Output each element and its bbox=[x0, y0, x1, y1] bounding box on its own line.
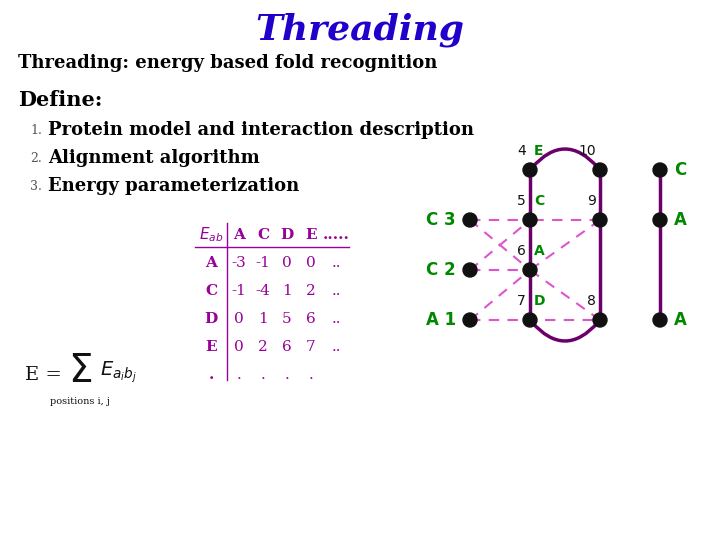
Text: D: D bbox=[534, 294, 546, 308]
Text: A: A bbox=[674, 211, 687, 229]
FancyArrowPatch shape bbox=[532, 149, 598, 168]
Text: 0: 0 bbox=[234, 340, 244, 354]
Text: D: D bbox=[280, 228, 294, 242]
Text: 2: 2 bbox=[306, 284, 316, 298]
Text: 5: 5 bbox=[282, 312, 292, 326]
Text: 4: 4 bbox=[517, 144, 526, 158]
Circle shape bbox=[463, 263, 477, 277]
Text: .: . bbox=[261, 368, 266, 382]
Circle shape bbox=[463, 213, 477, 227]
Text: 2.: 2. bbox=[30, 152, 42, 165]
Text: -1: -1 bbox=[232, 284, 246, 298]
Text: C: C bbox=[534, 194, 544, 208]
Text: C 2: C 2 bbox=[426, 261, 456, 279]
Text: 0: 0 bbox=[282, 256, 292, 270]
Text: E =: E = bbox=[25, 366, 62, 384]
Text: .: . bbox=[237, 368, 241, 382]
Text: 7: 7 bbox=[306, 340, 316, 354]
Text: 7: 7 bbox=[517, 294, 526, 308]
Text: 2: 2 bbox=[258, 340, 268, 354]
Circle shape bbox=[653, 213, 667, 227]
Circle shape bbox=[523, 213, 537, 227]
Circle shape bbox=[593, 163, 607, 177]
Text: Threading: Threading bbox=[256, 13, 464, 47]
Text: 0: 0 bbox=[234, 312, 244, 326]
Text: ..: .. bbox=[331, 340, 341, 354]
FancyArrowPatch shape bbox=[532, 322, 598, 341]
Text: $\Sigma$: $\Sigma$ bbox=[68, 354, 92, 390]
Text: 0: 0 bbox=[306, 256, 316, 270]
Circle shape bbox=[463, 313, 477, 327]
Text: ..: .. bbox=[331, 256, 341, 270]
Text: 10: 10 bbox=[578, 144, 596, 158]
Text: E: E bbox=[534, 144, 544, 158]
Circle shape bbox=[653, 163, 667, 177]
Text: .: . bbox=[208, 368, 214, 382]
Circle shape bbox=[523, 313, 537, 327]
Text: 1.: 1. bbox=[30, 124, 42, 137]
Text: Protein model and interaction description: Protein model and interaction descriptio… bbox=[48, 121, 474, 139]
Text: 1: 1 bbox=[258, 312, 268, 326]
Text: 3.: 3. bbox=[30, 179, 42, 192]
Text: positions i, j: positions i, j bbox=[50, 397, 110, 407]
Text: A 1: A 1 bbox=[426, 311, 456, 329]
Text: 1: 1 bbox=[282, 284, 292, 298]
Text: 6: 6 bbox=[282, 340, 292, 354]
Text: -1: -1 bbox=[256, 256, 271, 270]
Text: ..: .. bbox=[331, 284, 341, 298]
Text: ..: .. bbox=[331, 312, 341, 326]
Circle shape bbox=[593, 313, 607, 327]
Text: Threading: energy based fold recognition: Threading: energy based fold recognition bbox=[18, 54, 437, 72]
Text: A: A bbox=[534, 244, 545, 258]
Text: E: E bbox=[205, 340, 217, 354]
Text: Energy parameterization: Energy parameterization bbox=[48, 177, 300, 195]
Text: $\mathit{E}_{a_i b_j}$: $\mathit{E}_{a_i b_j}$ bbox=[100, 359, 137, 385]
Text: A: A bbox=[205, 256, 217, 270]
Circle shape bbox=[523, 263, 537, 277]
Circle shape bbox=[523, 163, 537, 177]
Text: 5: 5 bbox=[517, 194, 526, 208]
Text: A: A bbox=[674, 311, 687, 329]
Text: C 3: C 3 bbox=[426, 211, 456, 229]
Text: E: E bbox=[305, 228, 317, 242]
Circle shape bbox=[593, 213, 607, 227]
Text: $\mathit{E}_{ab}$: $\mathit{E}_{ab}$ bbox=[199, 226, 223, 244]
Text: C: C bbox=[674, 161, 686, 179]
Text: .: . bbox=[284, 368, 289, 382]
Text: 6: 6 bbox=[306, 312, 316, 326]
Text: Alignment algorithm: Alignment algorithm bbox=[48, 149, 260, 167]
Text: C: C bbox=[205, 284, 217, 298]
Circle shape bbox=[653, 313, 667, 327]
Text: D: D bbox=[204, 312, 217, 326]
Text: 8: 8 bbox=[587, 294, 596, 308]
Text: 9: 9 bbox=[587, 194, 596, 208]
Text: .....: ..... bbox=[323, 228, 349, 242]
Text: Define:: Define: bbox=[18, 90, 102, 110]
Text: -4: -4 bbox=[256, 284, 271, 298]
Text: .: . bbox=[309, 368, 313, 382]
Text: -3: -3 bbox=[232, 256, 246, 270]
Text: A: A bbox=[233, 228, 245, 242]
Text: 6: 6 bbox=[517, 244, 526, 258]
Text: C: C bbox=[257, 228, 269, 242]
